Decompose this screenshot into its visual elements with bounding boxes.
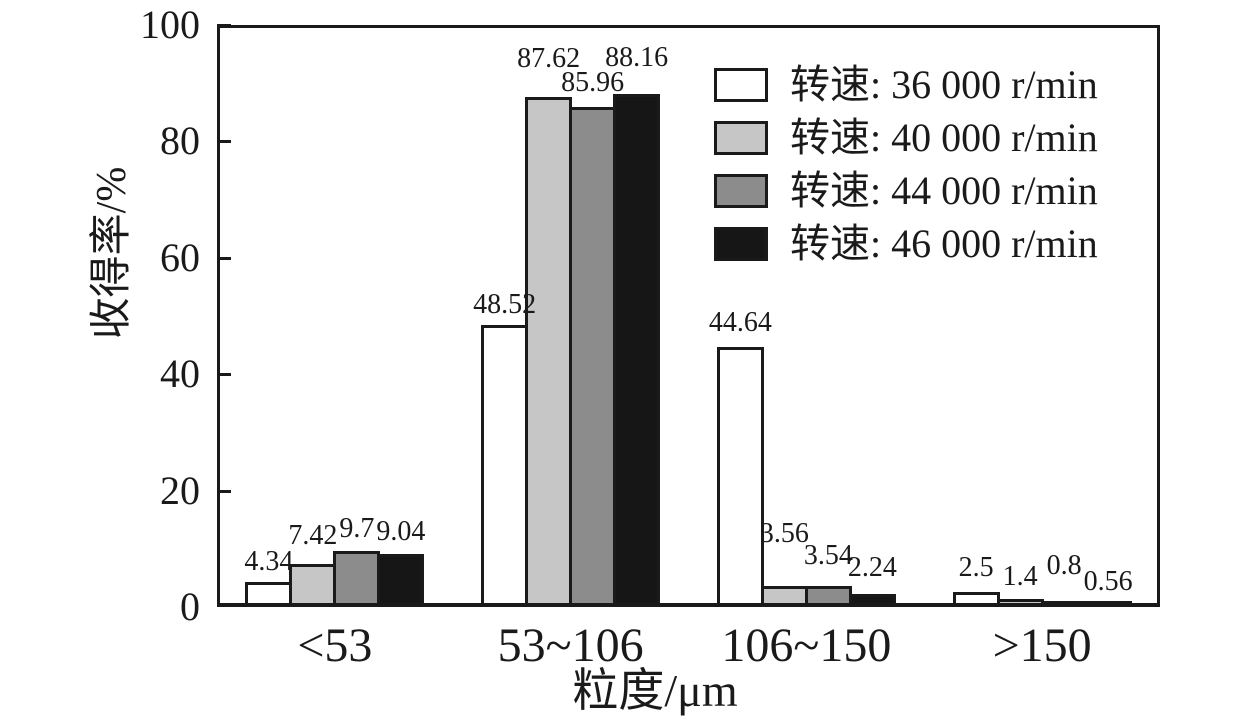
y-tick-label: 40 [160,351,200,397]
y-tick-mark [217,24,231,27]
bar-c2-s0 [716,347,764,607]
bar-value-label: 9.7 [339,512,375,544]
x-category-label: 106~150 [721,619,892,672]
bar-c1-s1 [525,97,573,607]
x-category-label: 53~106 [497,619,644,672]
x-category-label: >150 [992,619,1092,672]
legend-swatch [714,68,768,102]
bar-value-label: 2.5 [958,552,994,584]
legend-label: 转速: 40 000 r/min [790,115,1098,160]
bar-c2-s2 [804,586,852,607]
bar-c1-s0 [481,324,529,607]
bar-value-label: 0.8 [1046,550,1082,582]
bar-value-label: 3.56 [759,518,809,550]
plot-area: 4.34 7.42 9.7 9.04 48.52 87.62 85.96 88.16 44.64… [217,24,1160,607]
legend-swatch [714,174,768,208]
legend-swatch [714,227,768,261]
y-tick-label: 60 [160,234,200,280]
bar-c0-s2 [333,550,381,607]
y-tick-label: 80 [160,118,200,164]
legend-label: 转速: 46 000 r/min [790,221,1098,266]
bar-value-label: 0.56 [1083,565,1133,597]
x-category-label: <53 [297,619,373,672]
bar-value-label: 1.4 [1002,560,1038,592]
bar-value-label: 88.16 [605,41,669,73]
legend-swatch [714,121,768,155]
y-tick-mark [217,373,231,377]
bar-value-label: 48.52 [473,288,537,320]
legend-item: 转速: 36 000 r/min [714,65,1098,105]
bar-value-label: 44.64 [708,307,772,339]
legend-item: 转速: 44 000 r/min [714,171,1098,211]
y-tick-mark [217,489,231,493]
bar-value-label: 3.54 [803,540,853,572]
bar-value-label: 85.96 [561,66,625,98]
bar-value-label: 2.24 [847,551,897,583]
y-tick-mark [217,140,231,144]
bar-c3-s3 [1084,601,1132,607]
bar-c0-s3 [377,554,425,607]
bar-c3-s0 [952,592,1000,607]
x-axis-title: 粒度/μm [572,665,738,716]
y-tick-label: 20 [160,467,200,513]
bar-c1-s2 [569,106,617,607]
legend-item: 转速: 40 000 r/min [714,118,1098,158]
bar-c1-s3 [613,93,661,607]
bar-c3-s2 [1040,601,1088,607]
legend-label: 转速: 44 000 r/min [790,168,1098,213]
y-tick-label: 100 [140,2,200,47]
bar-value-label: 87.62 [517,43,581,75]
y-tick-mark [217,256,231,260]
bar-c2-s3 [848,593,896,607]
bar-c0-s0 [245,581,293,607]
y-tick-label: 0 [180,584,200,629]
legend-label: 转速: 36 000 r/min [790,62,1098,107]
bar-value-label: 7.42 [288,519,338,551]
bar-c3-s1 [996,598,1044,607]
legend-item: 转速: 46 000 r/min [714,224,1098,264]
bar-value-label: 4.34 [244,545,294,577]
legend: 转速: 36 000 r/min 转速: 40 000 r/min 转速: 44 0… [714,65,1098,264]
bar-value-label: 9.04 [376,516,426,548]
bar-c2-s1 [760,586,808,607]
